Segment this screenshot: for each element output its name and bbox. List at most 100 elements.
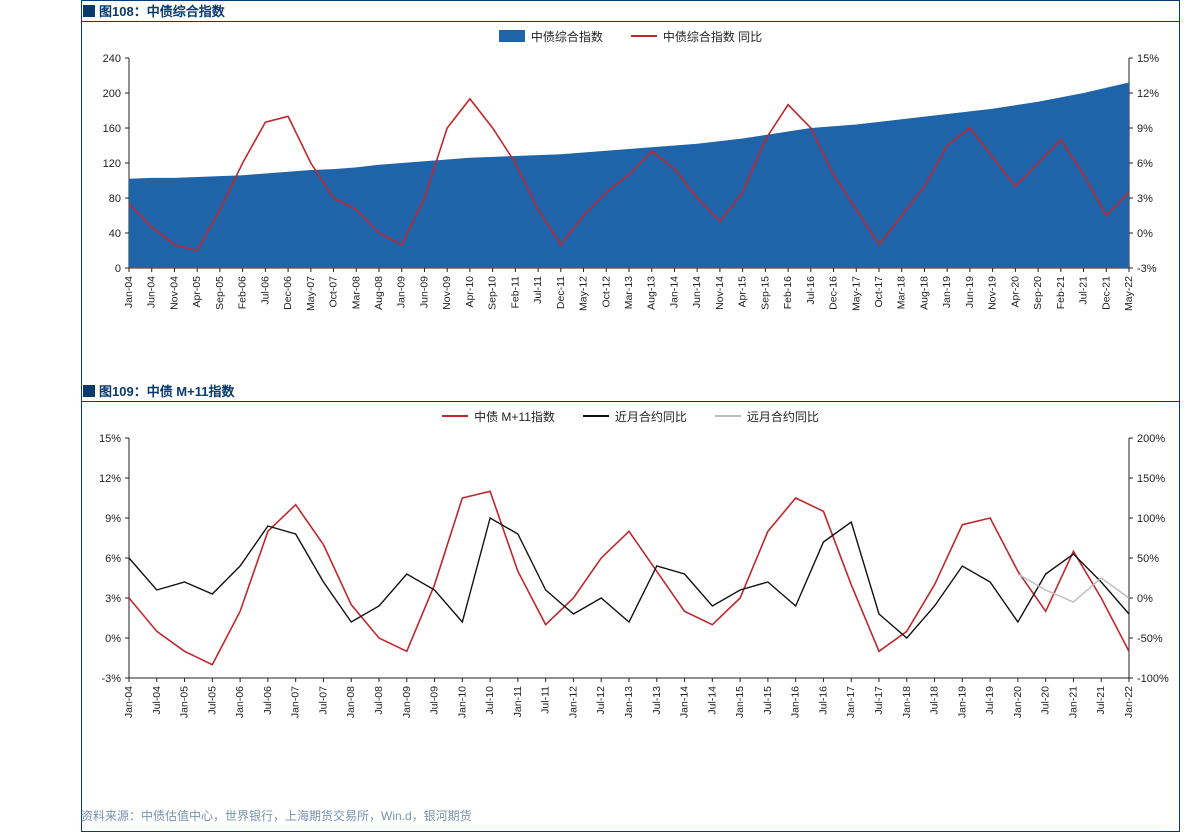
legend-item: 远月合约同比 <box>715 408 819 425</box>
chart-panel-108: 图108：中债综合指数 中债综合指数中债综合指数 同比 040801201602… <box>81 0 1180 379</box>
svg-text:Jul-07: Jul-07 <box>317 686 329 715</box>
svg-text:15%: 15% <box>99 433 121 445</box>
svg-text:240: 240 <box>103 53 121 65</box>
svg-text:Jan-09: Jan-09 <box>401 686 413 718</box>
svg-text:Aug-18: Aug-18 <box>918 276 930 310</box>
legend-item: 中债综合指数 <box>499 28 603 45</box>
svg-text:Jan-21: Jan-21 <box>1067 686 1079 718</box>
svg-text:Jan-11: Jan-11 <box>512 686 524 717</box>
svg-text:Apr-05: Apr-05 <box>191 276 203 308</box>
svg-text:Jan-06: Jan-06 <box>234 686 246 718</box>
svg-text:Jan-22: Jan-22 <box>1123 686 1135 718</box>
title-square-icon <box>83 5 95 17</box>
svg-text:9%: 9% <box>105 513 121 525</box>
svg-text:May-12: May-12 <box>578 276 590 311</box>
svg-text:Jun-19: Jun-19 <box>964 276 976 308</box>
svg-text:Feb-16: Feb-16 <box>782 276 794 309</box>
svg-text:-3%: -3% <box>101 673 121 685</box>
svg-text:Oct-07: Oct-07 <box>328 276 340 308</box>
svg-text:0: 0 <box>115 263 121 275</box>
svg-text:Jan-19: Jan-19 <box>941 276 953 308</box>
svg-text:Jul-04: Jul-04 <box>151 686 163 715</box>
chart-svg: -3%0%3%6%9%12%15%-100%-50%0%50%100%150%2… <box>81 430 1180 800</box>
svg-text:12%: 12% <box>1137 88 1159 100</box>
chart-svg: 04080120160200240-3%0%3%6%9%12%15%Jan-04… <box>81 50 1180 379</box>
svg-text:Jul-13: Jul-13 <box>651 686 663 715</box>
svg-text:Jan-18: Jan-18 <box>901 686 913 718</box>
svg-text:100%: 100% <box>1137 513 1165 525</box>
svg-text:Mar-08: Mar-08 <box>350 276 362 309</box>
legend-label: 近月合约同比 <box>615 408 687 425</box>
svg-text:120: 120 <box>103 158 121 170</box>
svg-text:15%: 15% <box>1137 53 1159 65</box>
svg-text:-3%: -3% <box>1137 263 1157 275</box>
svg-text:Jan-15: Jan-15 <box>734 686 746 718</box>
svg-text:Jun-04: Jun-04 <box>146 276 158 308</box>
svg-text:Jul-19: Jul-19 <box>984 686 996 715</box>
svg-text:Nov-09: Nov-09 <box>441 276 453 310</box>
panel-title-bar: 图109：中债 M+11指数 <box>81 380 1180 402</box>
svg-text:Oct-17: Oct-17 <box>873 276 885 308</box>
panel-title-bar: 图108：中债综合指数 <box>81 0 1180 22</box>
svg-text:Nov-14: Nov-14 <box>714 276 726 310</box>
svg-text:Jul-15: Jul-15 <box>762 686 774 715</box>
legend-item: 中债 M+11指数 <box>442 408 555 425</box>
legend-label: 中债综合指数 同比 <box>663 28 762 45</box>
legend-label: 中债综合指数 <box>531 28 603 45</box>
legend-row: 中债综合指数 中债综合指数 同比 <box>81 22 1180 50</box>
svg-text:150%: 150% <box>1137 473 1165 485</box>
svg-text:200%: 200% <box>1137 433 1165 445</box>
svg-text:Jul-11: Jul-11 <box>532 276 544 304</box>
svg-text:Aug-08: Aug-08 <box>373 276 385 310</box>
legend-swatch <box>499 30 525 42</box>
svg-text:Dec-06: Dec-06 <box>282 276 294 310</box>
svg-text:200: 200 <box>103 88 121 100</box>
svg-text:Mar-13: Mar-13 <box>623 276 635 309</box>
legend-swatch <box>715 415 741 417</box>
svg-text:-100%: -100% <box>1137 673 1169 685</box>
svg-text:12%: 12% <box>99 473 121 485</box>
chart-panel-109: 图109：中债 M+11指数 中债 M+11指数 近月合约同比 远月合约同比 -3%… <box>81 380 1180 800</box>
svg-text:Jul-20: Jul-20 <box>1040 686 1052 715</box>
svg-text:9%: 9% <box>1137 123 1153 135</box>
svg-text:Aug-13: Aug-13 <box>646 276 658 310</box>
svg-text:May-07: May-07 <box>305 276 317 311</box>
title-square-icon <box>83 385 95 397</box>
svg-text:3%: 3% <box>105 593 121 605</box>
svg-text:Jul-21: Jul-21 <box>1078 276 1090 305</box>
svg-text:6%: 6% <box>1137 158 1153 170</box>
legend-label: 中债 M+11指数 <box>474 408 555 425</box>
svg-text:Jan-04: Jan-04 <box>123 276 135 308</box>
svg-text:Jan-09: Jan-09 <box>396 276 408 308</box>
svg-text:Nov-04: Nov-04 <box>168 276 180 310</box>
svg-text:Jan-13: Jan-13 <box>623 686 635 718</box>
svg-text:Oct-12: Oct-12 <box>600 276 612 308</box>
svg-text:Sep-05: Sep-05 <box>214 276 226 310</box>
svg-text:Jul-06: Jul-06 <box>259 276 271 305</box>
svg-text:Feb-21: Feb-21 <box>1055 276 1067 309</box>
svg-text:80: 80 <box>109 193 121 205</box>
svg-text:Jan-04: Jan-04 <box>123 686 135 718</box>
svg-text:Apr-10: Apr-10 <box>464 276 476 308</box>
svg-text:Sep-15: Sep-15 <box>759 276 771 310</box>
legend-item: 中债综合指数 同比 <box>631 28 762 45</box>
svg-text:Jan-10: Jan-10 <box>456 686 468 718</box>
svg-text:Jan-14: Jan-14 <box>679 686 691 718</box>
svg-text:Jul-21: Jul-21 <box>1095 686 1107 715</box>
svg-text:Jul-17: Jul-17 <box>873 686 885 715</box>
svg-text:40: 40 <box>109 228 121 240</box>
svg-text:Sep-20: Sep-20 <box>1032 276 1044 310</box>
legend-swatch <box>442 415 468 417</box>
svg-text:Jul-16: Jul-16 <box>817 686 829 715</box>
svg-text:Jul-05: Jul-05 <box>206 686 218 715</box>
svg-text:Jun-14: Jun-14 <box>691 276 703 308</box>
svg-text:Jan-07: Jan-07 <box>290 686 302 718</box>
svg-text:Dec-21: Dec-21 <box>1100 276 1112 310</box>
svg-text:Mar-18: Mar-18 <box>896 276 908 309</box>
legend-swatch <box>631 35 657 37</box>
svg-text:Jul-18: Jul-18 <box>929 686 941 715</box>
svg-text:Jul-12: Jul-12 <box>595 686 607 715</box>
legend-row: 中债 M+11指数 近月合约同比 远月合约同比 <box>81 402 1180 430</box>
svg-text:Jul-11: Jul-11 <box>540 686 552 714</box>
svg-text:Jun-09: Jun-09 <box>418 276 430 308</box>
